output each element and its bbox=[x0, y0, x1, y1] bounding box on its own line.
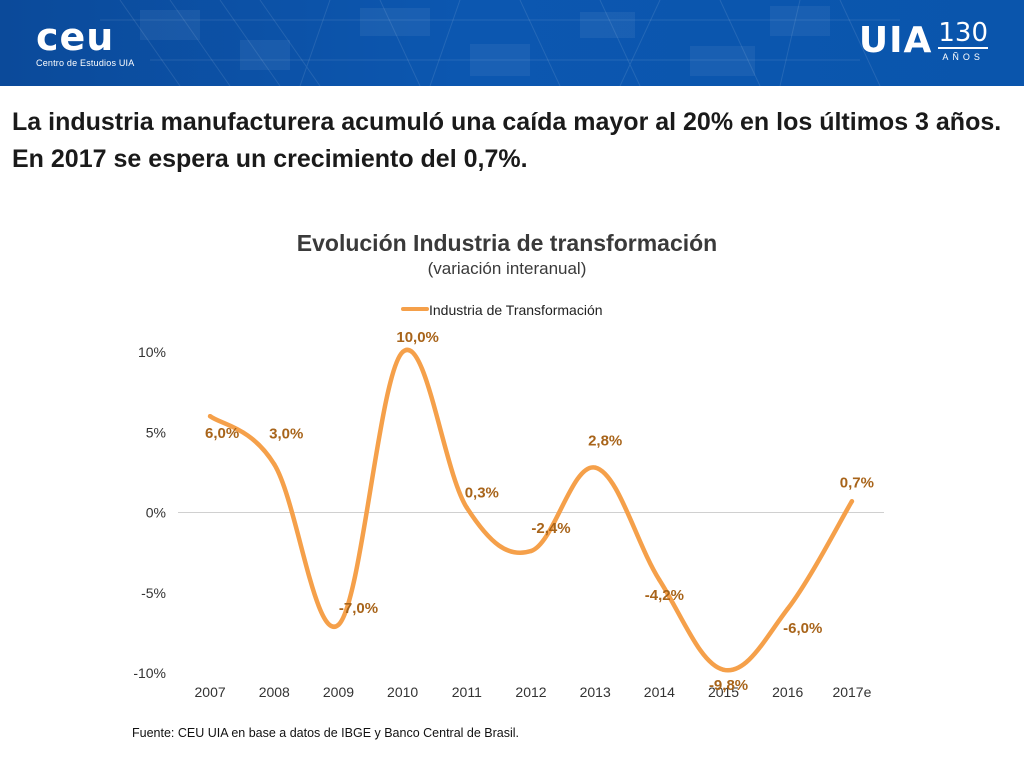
chart-title: Evolución Industria de transformación bbox=[296, 230, 718, 256]
data-label: -6,0% bbox=[783, 620, 822, 637]
y-tick-label: 0% bbox=[146, 505, 166, 521]
header-banner: ceu Centro de Estudios UIA UIA 130 AÑOS bbox=[0, 0, 1024, 86]
legend-label: Industria de Transformación bbox=[429, 302, 603, 318]
data-point bbox=[400, 349, 405, 355]
x-tick-label: 2007 bbox=[195, 684, 226, 700]
data-point bbox=[464, 505, 470, 510]
data-point bbox=[528, 548, 534, 554]
header-pattern bbox=[100, 0, 900, 86]
x-tick-label: 2015 bbox=[708, 684, 739, 700]
data-label: 3,0% bbox=[269, 425, 303, 442]
data-label: 0,7% bbox=[840, 474, 874, 491]
y-tick-label: -10% bbox=[133, 665, 166, 681]
x-tick-label: 2016 bbox=[772, 684, 803, 700]
slide-headline: La industria manufacturera acumuló una c… bbox=[12, 108, 1002, 173]
x-tick-label: 2014 bbox=[644, 684, 675, 700]
data-points bbox=[207, 349, 855, 672]
y-tick-label: 10% bbox=[138, 344, 166, 360]
x-tick-label: 2012 bbox=[515, 684, 546, 700]
x-tick-label: 2011 bbox=[452, 684, 482, 700]
data-point bbox=[849, 499, 855, 504]
uia-130-logo: UIA 130 AÑOS bbox=[859, 20, 988, 62]
data-label: 0,3% bbox=[465, 485, 499, 502]
x-axis-ticks: 2007 2008 2009 2010 2011 2012 2013 2014 2015 2016… bbox=[195, 684, 872, 700]
uia-logo-mark: UIA bbox=[858, 20, 933, 61]
data-point bbox=[272, 462, 277, 467]
ceu-logo: ceu Centro de Estudios UIA bbox=[36, 18, 134, 68]
data-point bbox=[336, 622, 341, 628]
ceu-logo-mark: ceu bbox=[36, 15, 115, 59]
chart-legend: Industria de Transformación bbox=[401, 302, 603, 318]
ceu-logo-subtitle: Centro de Estudios UIA bbox=[36, 58, 135, 68]
data-label: -2,4% bbox=[531, 520, 570, 537]
data-point bbox=[592, 465, 598, 470]
data-label: 2,8% bbox=[588, 433, 622, 450]
x-tick-label: 2008 bbox=[259, 684, 290, 700]
x-tick-label: 2009 bbox=[323, 684, 354, 700]
data-label: -9,8% bbox=[709, 677, 748, 694]
series-line bbox=[207, 347, 855, 673]
data-point bbox=[721, 667, 726, 672]
data-label: 6,0% bbox=[205, 425, 239, 442]
data-point bbox=[657, 577, 662, 583]
x-tick-label: 2013 bbox=[580, 684, 611, 700]
source-note: Fuente: CEU UIA en base a datos de IBGE … bbox=[132, 726, 520, 740]
y-axis-ticks: 10% 5% 0% -5% -10% bbox=[133, 344, 166, 681]
data-point bbox=[785, 606, 790, 611]
uia-logo-number: 130 bbox=[938, 18, 988, 49]
data-label: 10,0% bbox=[396, 329, 439, 346]
data-labels: 6,0% 3,0% -7,0% 10,0% 0,3% -2,4% 2,8% -4,2% -9,8… bbox=[205, 329, 874, 694]
x-tick-label: 2017e bbox=[832, 684, 871, 700]
x-tick-label: 2010 bbox=[387, 684, 418, 700]
y-tick-label: 5% bbox=[146, 424, 166, 440]
data-label: -4,2% bbox=[645, 587, 684, 604]
data-point bbox=[207, 414, 213, 419]
uia-logo-word: AÑOS bbox=[942, 52, 984, 62]
y-tick-label: -5% bbox=[141, 585, 166, 601]
chart-subtitle: (variación interanual) bbox=[427, 259, 587, 278]
data-label: -7,0% bbox=[339, 600, 378, 617]
